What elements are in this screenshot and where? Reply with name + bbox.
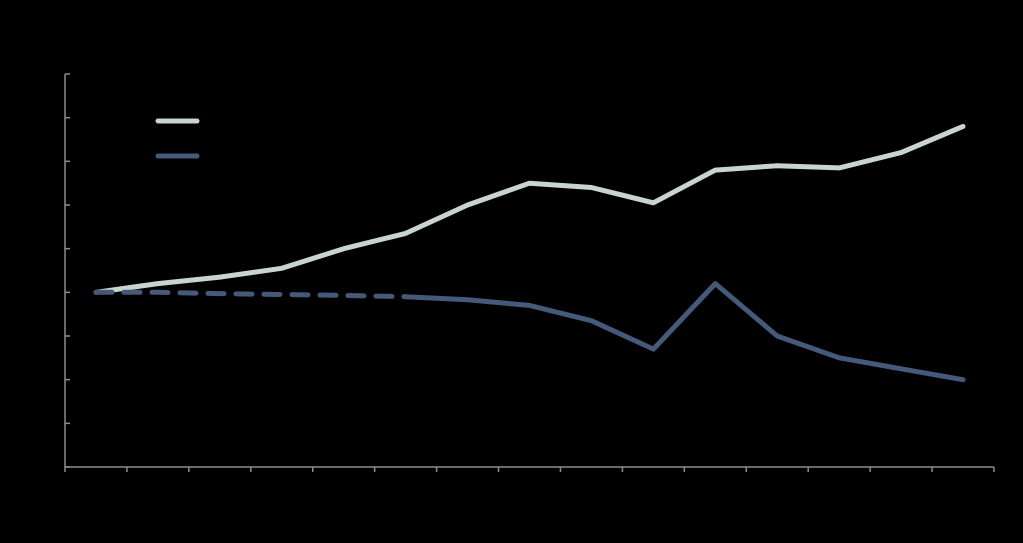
- series-2-dashed-line: [93, 289, 409, 300]
- series-layer: [93, 123, 966, 383]
- series-2-line: [403, 281, 966, 383]
- legend: [155, 118, 200, 159]
- axes: [64, 73, 995, 472]
- series-1-line: [93, 123, 966, 295]
